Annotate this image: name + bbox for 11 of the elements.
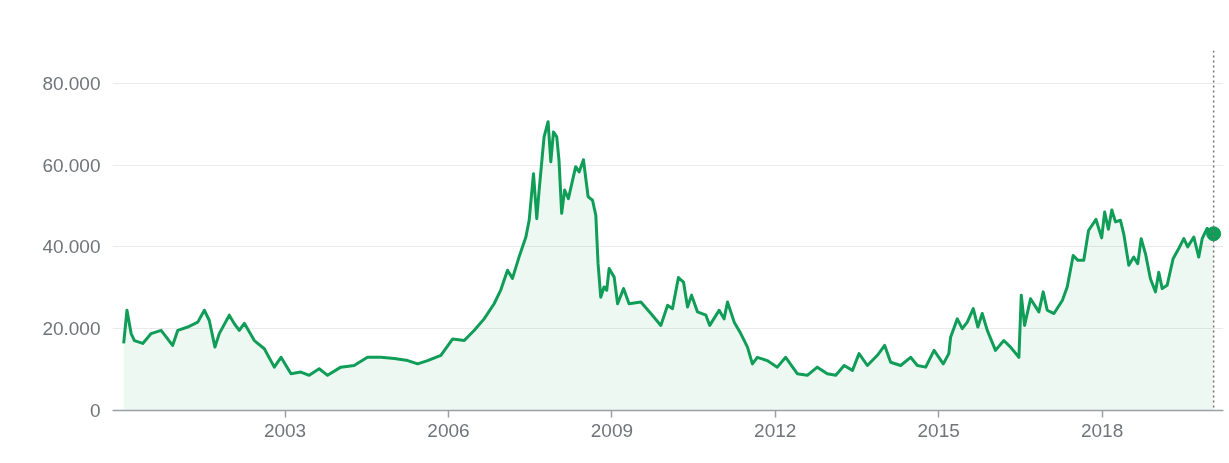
- x-tick-label: 2012: [754, 419, 797, 441]
- x-tick-label: 2006: [427, 419, 470, 441]
- y-tick-label: 60.000: [42, 154, 101, 176]
- y-tick-label: 20.000: [42, 318, 101, 340]
- x-tick-label: 2009: [590, 419, 634, 441]
- x-tick-label: 2003: [263, 419, 307, 441]
- y-tick-label: 40.000: [42, 236, 101, 258]
- y-tick-label: 80.000: [42, 72, 101, 94]
- x-tick-label: 2015: [917, 419, 960, 441]
- y-tick-label: 0: [89, 400, 101, 421]
- x-tick-label: 2018: [1080, 419, 1124, 441]
